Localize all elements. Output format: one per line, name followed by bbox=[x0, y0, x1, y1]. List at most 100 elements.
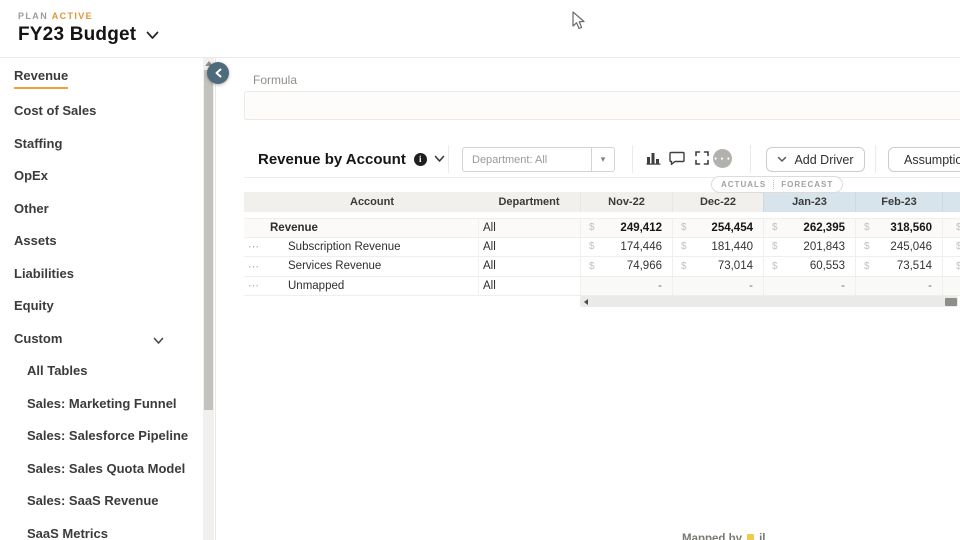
value-cell[interactable]: $73,014 bbox=[672, 257, 763, 276]
value-cell[interactable]: - bbox=[855, 276, 942, 295]
currency-symbol: $ bbox=[681, 260, 687, 272]
chevron-down-icon[interactable] bbox=[153, 333, 164, 348]
value-cell[interactable]: $73,514 bbox=[855, 257, 942, 276]
department-cell[interactable]: All bbox=[478, 276, 580, 295]
value-cell[interactable]: $181,440 bbox=[672, 237, 763, 256]
value-cell[interactable]: $254,454 bbox=[672, 219, 763, 237]
cell-value: 74,966 bbox=[626, 260, 662, 273]
info-icon[interactable]: i bbox=[413, 152, 427, 166]
cell-value: - bbox=[841, 279, 845, 292]
sidebar-item-sales-salesforce-pipeline[interactable]: Sales: Salesforce Pipeline bbox=[0, 420, 202, 453]
department-cell[interactable]: All bbox=[478, 237, 580, 256]
sidebar-collapse-button[interactable] bbox=[207, 62, 229, 84]
clipped-footer-fragment: il bbox=[759, 533, 766, 540]
cell-value: 201,843 bbox=[803, 240, 845, 253]
scroll-up-arrow-icon[interactable] bbox=[205, 61, 213, 66]
sidebar-item-other[interactable]: Other bbox=[0, 192, 202, 225]
value-cell[interactable]: $245,046 bbox=[855, 237, 942, 256]
clipped-footer-fragment: Mapped by bbox=[682, 533, 743, 540]
sidebar-item-opex[interactable]: OpEx bbox=[0, 160, 202, 193]
sidebar-item-staffing[interactable]: Staffing bbox=[0, 127, 202, 160]
toolbar-divider bbox=[875, 145, 876, 173]
row-menu-icon[interactable]: ⋯ bbox=[248, 260, 260, 273]
sidebar-item-sales-saas-revenue[interactable]: Sales: SaaS Revenue bbox=[0, 485, 202, 518]
sidebar-item-saas-metrics[interactable]: SaaS Metrics bbox=[0, 517, 202, 540]
account-cell[interactable]: Subscription Revenue bbox=[288, 240, 401, 253]
currency-symbol: $ bbox=[589, 222, 595, 234]
scroll-left-arrow-icon[interactable] bbox=[584, 298, 588, 305]
value-cell[interactable]: $174,446 bbox=[580, 237, 672, 256]
value-cell[interactable]: $249,412 bbox=[580, 219, 672, 237]
formula-input[interactable] bbox=[244, 91, 960, 120]
sidebar-item-custom[interactable]: Custom bbox=[0, 322, 202, 355]
value-cell-partial[interactable] bbox=[942, 276, 960, 295]
sidebar-item-revenue[interactable]: Revenue bbox=[0, 62, 202, 95]
row-menu-icon[interactable] bbox=[244, 219, 264, 237]
department-filter-value: Department: All bbox=[472, 153, 548, 166]
department-filter-dropdown[interactable]: Department: All ▾ bbox=[462, 147, 615, 172]
value-cell-partial[interactable]: $ bbox=[942, 219, 960, 237]
chevron-down-icon[interactable] bbox=[146, 31, 159, 40]
column-header-partial bbox=[942, 192, 960, 212]
table-horizontal-scrollbar[interactable] bbox=[580, 296, 958, 307]
sidebar-item-sales-marketing-funnel[interactable]: Sales: Marketing Funnel bbox=[0, 387, 202, 420]
add-driver-label: Add Driver bbox=[794, 152, 854, 167]
ellipsis-icon: ● ● ● bbox=[714, 155, 731, 162]
sidebar-item-cost-of-sales[interactable]: Cost of Sales bbox=[0, 95, 202, 128]
cell-value: 245,046 bbox=[890, 240, 932, 253]
chevron-down-icon[interactable] bbox=[434, 155, 445, 163]
sidebar-item-label: Sales: Sales Quota Model bbox=[27, 460, 186, 476]
sidebar-item-label: Revenue bbox=[14, 68, 69, 89]
currency-symbol: $ bbox=[772, 260, 778, 272]
account-cell[interactable]: Revenue bbox=[270, 221, 318, 234]
clipped-footer-text: Mapped by il bbox=[682, 533, 765, 540]
value-cell-partial[interactable]: $ bbox=[942, 237, 960, 256]
value-cell[interactable]: - bbox=[763, 276, 855, 295]
fullscreen-icon bbox=[695, 151, 709, 165]
table-row: ⋯ Unmapped All - - - - bbox=[244, 276, 960, 296]
row-menu-icon[interactable]: ⋯ bbox=[248, 280, 260, 293]
value-cell[interactable]: - bbox=[580, 276, 672, 295]
department-cell[interactable]: All bbox=[478, 219, 580, 237]
plan-title-row[interactable]: FY23 Budget bbox=[18, 24, 159, 46]
sidebar-scrollbar-thumb[interactable] bbox=[204, 70, 213, 410]
horizontal-scrollbar-thumb[interactable] bbox=[945, 297, 957, 306]
chart-view-button[interactable] bbox=[645, 150, 661, 166]
value-cell[interactable]: $318,560 bbox=[855, 219, 942, 237]
add-driver-button[interactable]: Add Driver bbox=[766, 147, 865, 172]
more-options-button[interactable]: ● ● ● bbox=[713, 149, 732, 168]
comments-button[interactable] bbox=[669, 150, 685, 166]
currency-symbol: $ bbox=[681, 241, 687, 253]
account-cell[interactable]: Services Revenue bbox=[288, 260, 382, 273]
sidebar-item-all-tables[interactable]: All Tables bbox=[0, 355, 202, 388]
actuals-label: ACTUALS bbox=[721, 180, 767, 189]
cell-value: 262,395 bbox=[803, 221, 845, 234]
value-cell[interactable]: $74,966 bbox=[580, 257, 672, 276]
sidebar-item-label: SaaS Metrics bbox=[27, 525, 108, 540]
dropdown-arrow-icon[interactable]: ▾ bbox=[591, 148, 614, 171]
value-cell[interactable]: $262,395 bbox=[763, 219, 855, 237]
cell-value: - bbox=[749, 279, 753, 292]
value-cell[interactable]: - bbox=[672, 276, 763, 295]
value-cell[interactable]: $60,553 bbox=[763, 257, 855, 276]
forecast-label: FORECAST bbox=[781, 180, 834, 189]
sidebar-item-sales-sales-quota-model[interactable]: Sales: Sales Quota Model bbox=[0, 452, 202, 485]
department-cell[interactable]: All bbox=[478, 257, 580, 276]
table-title-row[interactable]: Revenue by Account i bbox=[258, 140, 445, 178]
currency-symbol: $ bbox=[956, 260, 960, 272]
assumptions-button[interactable]: Assumption bbox=[888, 147, 960, 172]
sidebar-item-label: Liabilities bbox=[14, 265, 74, 281]
sidebar-item-equity[interactable]: Equity bbox=[0, 290, 202, 323]
row-menu-icon[interactable]: ⋯ bbox=[248, 241, 260, 254]
sidebar-item-liabilities[interactable]: Liabilities bbox=[0, 257, 202, 290]
sidebar-item-assets[interactable]: Assets bbox=[0, 225, 202, 258]
value-cell[interactable]: $201,843 bbox=[763, 237, 855, 256]
sidebar-item-label: Equity bbox=[14, 298, 54, 314]
column-header-nov22: Nov-22 bbox=[580, 192, 672, 212]
table-title: Revenue by Account bbox=[258, 150, 406, 168]
cell-value: 174,446 bbox=[620, 240, 662, 253]
value-cell-partial[interactable]: $ bbox=[942, 257, 960, 276]
account-cell[interactable]: Unmapped bbox=[288, 279, 345, 292]
expand-button[interactable] bbox=[694, 150, 710, 166]
toolbar-divider bbox=[448, 145, 449, 173]
